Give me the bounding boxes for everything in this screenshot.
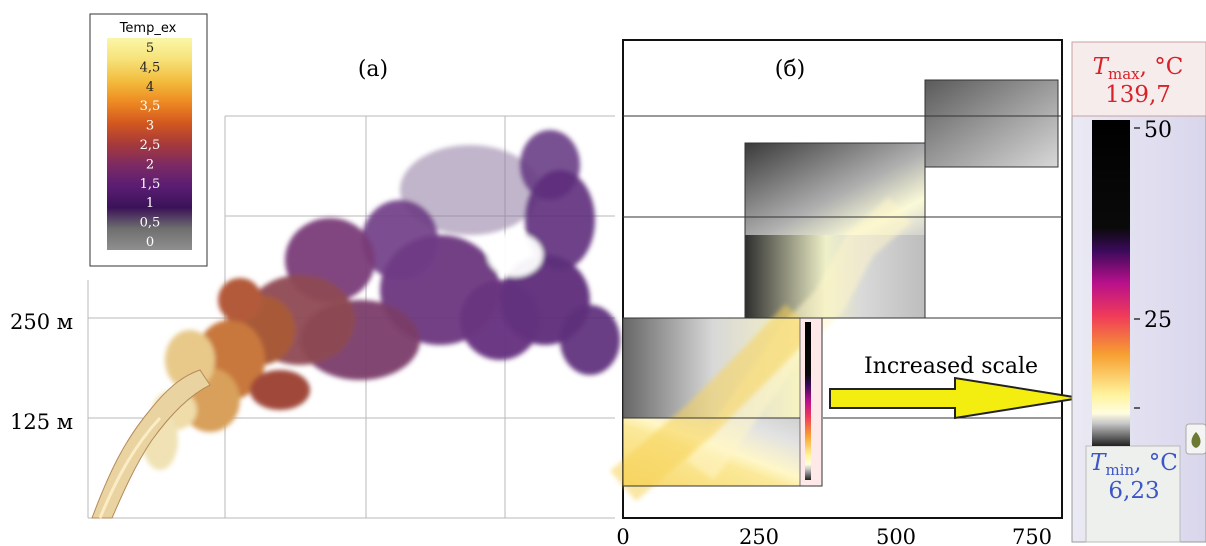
panel-a: Temp_ex 54,543,532,521,510,50 (a) 250 м …: [10, 13, 620, 519]
x-tick-0: 0: [616, 525, 629, 546]
exhaust-jet: [91, 369, 211, 519]
tmin-label: Tmin, °C: [1090, 450, 1178, 479]
mini-colorbar: [799, 317, 823, 487]
smoke-plume: [142, 130, 620, 470]
legend-entries: 5 4,5 4 3,5 3 2,5 2 1,5 1 0,5 0: [140, 41, 161, 250]
thermal-image-top: [925, 80, 1058, 167]
tmax-symbol: T: [1093, 54, 1110, 80]
tmin-box: [1085, 445, 1181, 543]
legend-entry: 4,5: [140, 60, 161, 75]
colorbar-tick-50: 50: [1144, 118, 1172, 143]
panel-b-grid: [623, 115, 1062, 419]
tmax-label: Tmax, °C: [1093, 54, 1184, 83]
tmin-symbol: T: [1090, 450, 1107, 476]
enlarged-colorbar: Tmax, °C 139,7 50 25 Tmin, °C 6,23: [1071, 41, 1206, 543]
tmin-unit: , °C: [1134, 450, 1178, 476]
legend-entry: 3: [146, 119, 154, 134]
legend-entry: 4: [146, 80, 154, 95]
temp-legend: Temp_ex 5 4,5 4 3,5 3 2,5 2 1,5 1 0,5 0: [89, 13, 208, 267]
legend-entry: 5: [146, 41, 154, 56]
legend-title: Temp_ex: [119, 21, 177, 36]
legend-entry: 1: [146, 196, 154, 211]
panel-a-label: (a): [358, 57, 388, 82]
tmax-unit: , °C: [1140, 54, 1184, 80]
colorbar-tick-25: 25: [1144, 308, 1172, 333]
tmin-subscript: min: [1105, 461, 1134, 479]
panel-b: (б) 0 250 500 750 Increased scale: [609, 39, 1081, 546]
tmax-subscript: max: [1108, 65, 1140, 83]
tmax-box: [1071, 41, 1206, 117]
panel-b-label: (б): [775, 57, 805, 82]
increased-scale-arrow: [829, 376, 1081, 420]
x-tick-500: 500: [876, 525, 916, 546]
leaf-icon: [1185, 423, 1206, 455]
increased-scale-label: Increased scale: [864, 354, 1038, 379]
legend-entry: 0,5: [140, 216, 161, 231]
y-label-250: 250 м: [10, 310, 73, 334]
legend-colorbar: [107, 38, 192, 250]
legend-entry: 1,5: [140, 177, 161, 192]
tmax-value: 139,7: [1105, 82, 1171, 108]
legend-entry: 3,5: [140, 99, 161, 114]
legend-entry: 2,5: [140, 138, 161, 153]
tmin-value: 6,23: [1108, 478, 1159, 504]
legend-entry: 2: [146, 157, 154, 172]
y-label-125: 125 м: [10, 410, 73, 434]
x-tick-750: 750: [1012, 525, 1052, 546]
x-tick-250: 250: [739, 525, 779, 546]
colorbar-gradient: [1092, 120, 1130, 446]
legend-entry: 0: [146, 235, 154, 250]
